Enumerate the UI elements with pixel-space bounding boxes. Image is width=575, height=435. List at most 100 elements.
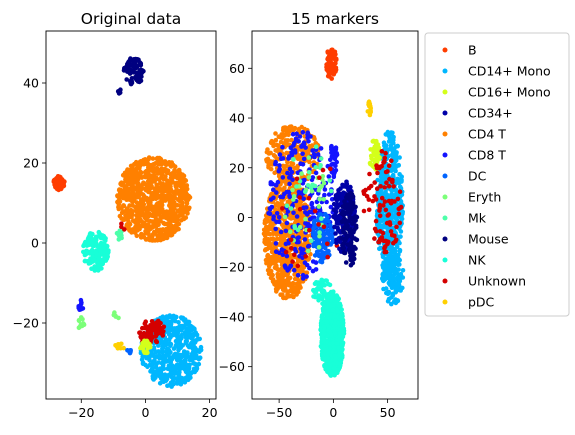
scatter-point (267, 211, 273, 216)
scatter-point (161, 324, 167, 330)
scatter-point (334, 159, 340, 165)
scatter-point (162, 159, 168, 164)
scatter-point (264, 157, 269, 162)
scatter-point (157, 206, 163, 212)
scatter-point (377, 229, 383, 234)
scatter-point (294, 131, 299, 137)
scatter-point (143, 319, 148, 325)
scatter-point (126, 225, 131, 230)
scatter-point (305, 248, 311, 254)
scatter-point (286, 189, 292, 195)
scatter-point (277, 219, 282, 225)
scatter-point (162, 221, 167, 227)
scatter-points (51, 56, 204, 389)
scatter-point (293, 138, 299, 143)
scatter-point (149, 174, 155, 180)
scatter-point (316, 222, 321, 227)
scatter-point (303, 254, 309, 259)
scatter-point (287, 193, 292, 199)
scatter-point (291, 127, 297, 132)
scatter-point (319, 184, 325, 189)
scatter-point (135, 173, 141, 179)
scatter-point (385, 229, 391, 234)
scatter-point (375, 154, 381, 159)
scatter-point (152, 222, 157, 228)
scatter-point (326, 71, 332, 77)
scatter-point (270, 279, 276, 284)
scatter-point (367, 171, 372, 177)
scatter-point (327, 178, 333, 183)
scatter-point (146, 189, 151, 195)
scatter-point (165, 233, 170, 239)
scatter-point (310, 259, 316, 264)
scatter-point (159, 197, 164, 203)
scatter-point (266, 264, 272, 269)
scatter-point (280, 252, 286, 257)
scatter-point (321, 180, 327, 186)
scatter-point (271, 260, 276, 266)
scatter-point (275, 283, 280, 288)
scatter-point (306, 155, 312, 160)
scatter-point (278, 229, 284, 235)
scatter-point (273, 241, 279, 246)
scatter-point (393, 168, 398, 174)
scatter-point (331, 201, 337, 207)
scatter-point (144, 355, 149, 361)
scatter-point (300, 130, 306, 135)
scatter-point (183, 206, 189, 211)
scatter-point (278, 194, 283, 200)
scatter-point (178, 345, 183, 351)
scatter-point (304, 212, 310, 217)
scatter-point (312, 218, 317, 224)
scatter-point (348, 210, 353, 215)
scatter-point (273, 159, 279, 165)
scatter-point (128, 181, 134, 186)
scatter-point (337, 229, 343, 235)
scatter-point (290, 187, 295, 193)
scatter-point (143, 334, 149, 339)
scatter-point (175, 202, 180, 208)
scatter-point (306, 243, 312, 249)
scatter-point (150, 179, 155, 184)
scatter-point (317, 208, 323, 214)
scatter-point (376, 239, 381, 245)
scatter-point (298, 161, 303, 166)
scatter-point (127, 67, 132, 73)
scatter-point (163, 378, 169, 384)
scatter-point (297, 217, 303, 222)
scatter-point (385, 275, 390, 281)
scatter-point (119, 191, 125, 197)
scatter-point (390, 281, 396, 286)
scatter-point (272, 170, 278, 176)
scatter-point (156, 352, 162, 358)
scatter-point (377, 208, 382, 213)
scatter-point (371, 149, 376, 155)
scatter-point (344, 210, 349, 216)
scatter-point (264, 227, 269, 233)
scatter-point (117, 199, 123, 204)
scatter-point (190, 325, 195, 330)
scatter-point (303, 205, 309, 210)
scatter-point (313, 170, 319, 176)
scatter-point (157, 162, 162, 167)
scatter-point (119, 233, 124, 238)
scatter-point (394, 150, 399, 155)
scatter-point (140, 354, 145, 360)
scatter-point (140, 340, 145, 346)
scatter-point (368, 109, 374, 115)
scatter-point (342, 250, 348, 256)
scatter-point (390, 293, 396, 298)
scatter-point (297, 206, 303, 212)
scatter-point (185, 343, 191, 348)
scatter-point (90, 243, 95, 248)
scatter-point (281, 125, 287, 131)
scatter-point (308, 238, 314, 244)
scatter-point (284, 220, 290, 226)
scatter-point (268, 150, 273, 156)
scatter-point (182, 357, 188, 363)
scatter-point (268, 159, 274, 164)
scatter-point (138, 345, 143, 351)
scatter-point (274, 190, 279, 195)
scatter-point (385, 255, 391, 260)
scatter-points (261, 47, 406, 378)
